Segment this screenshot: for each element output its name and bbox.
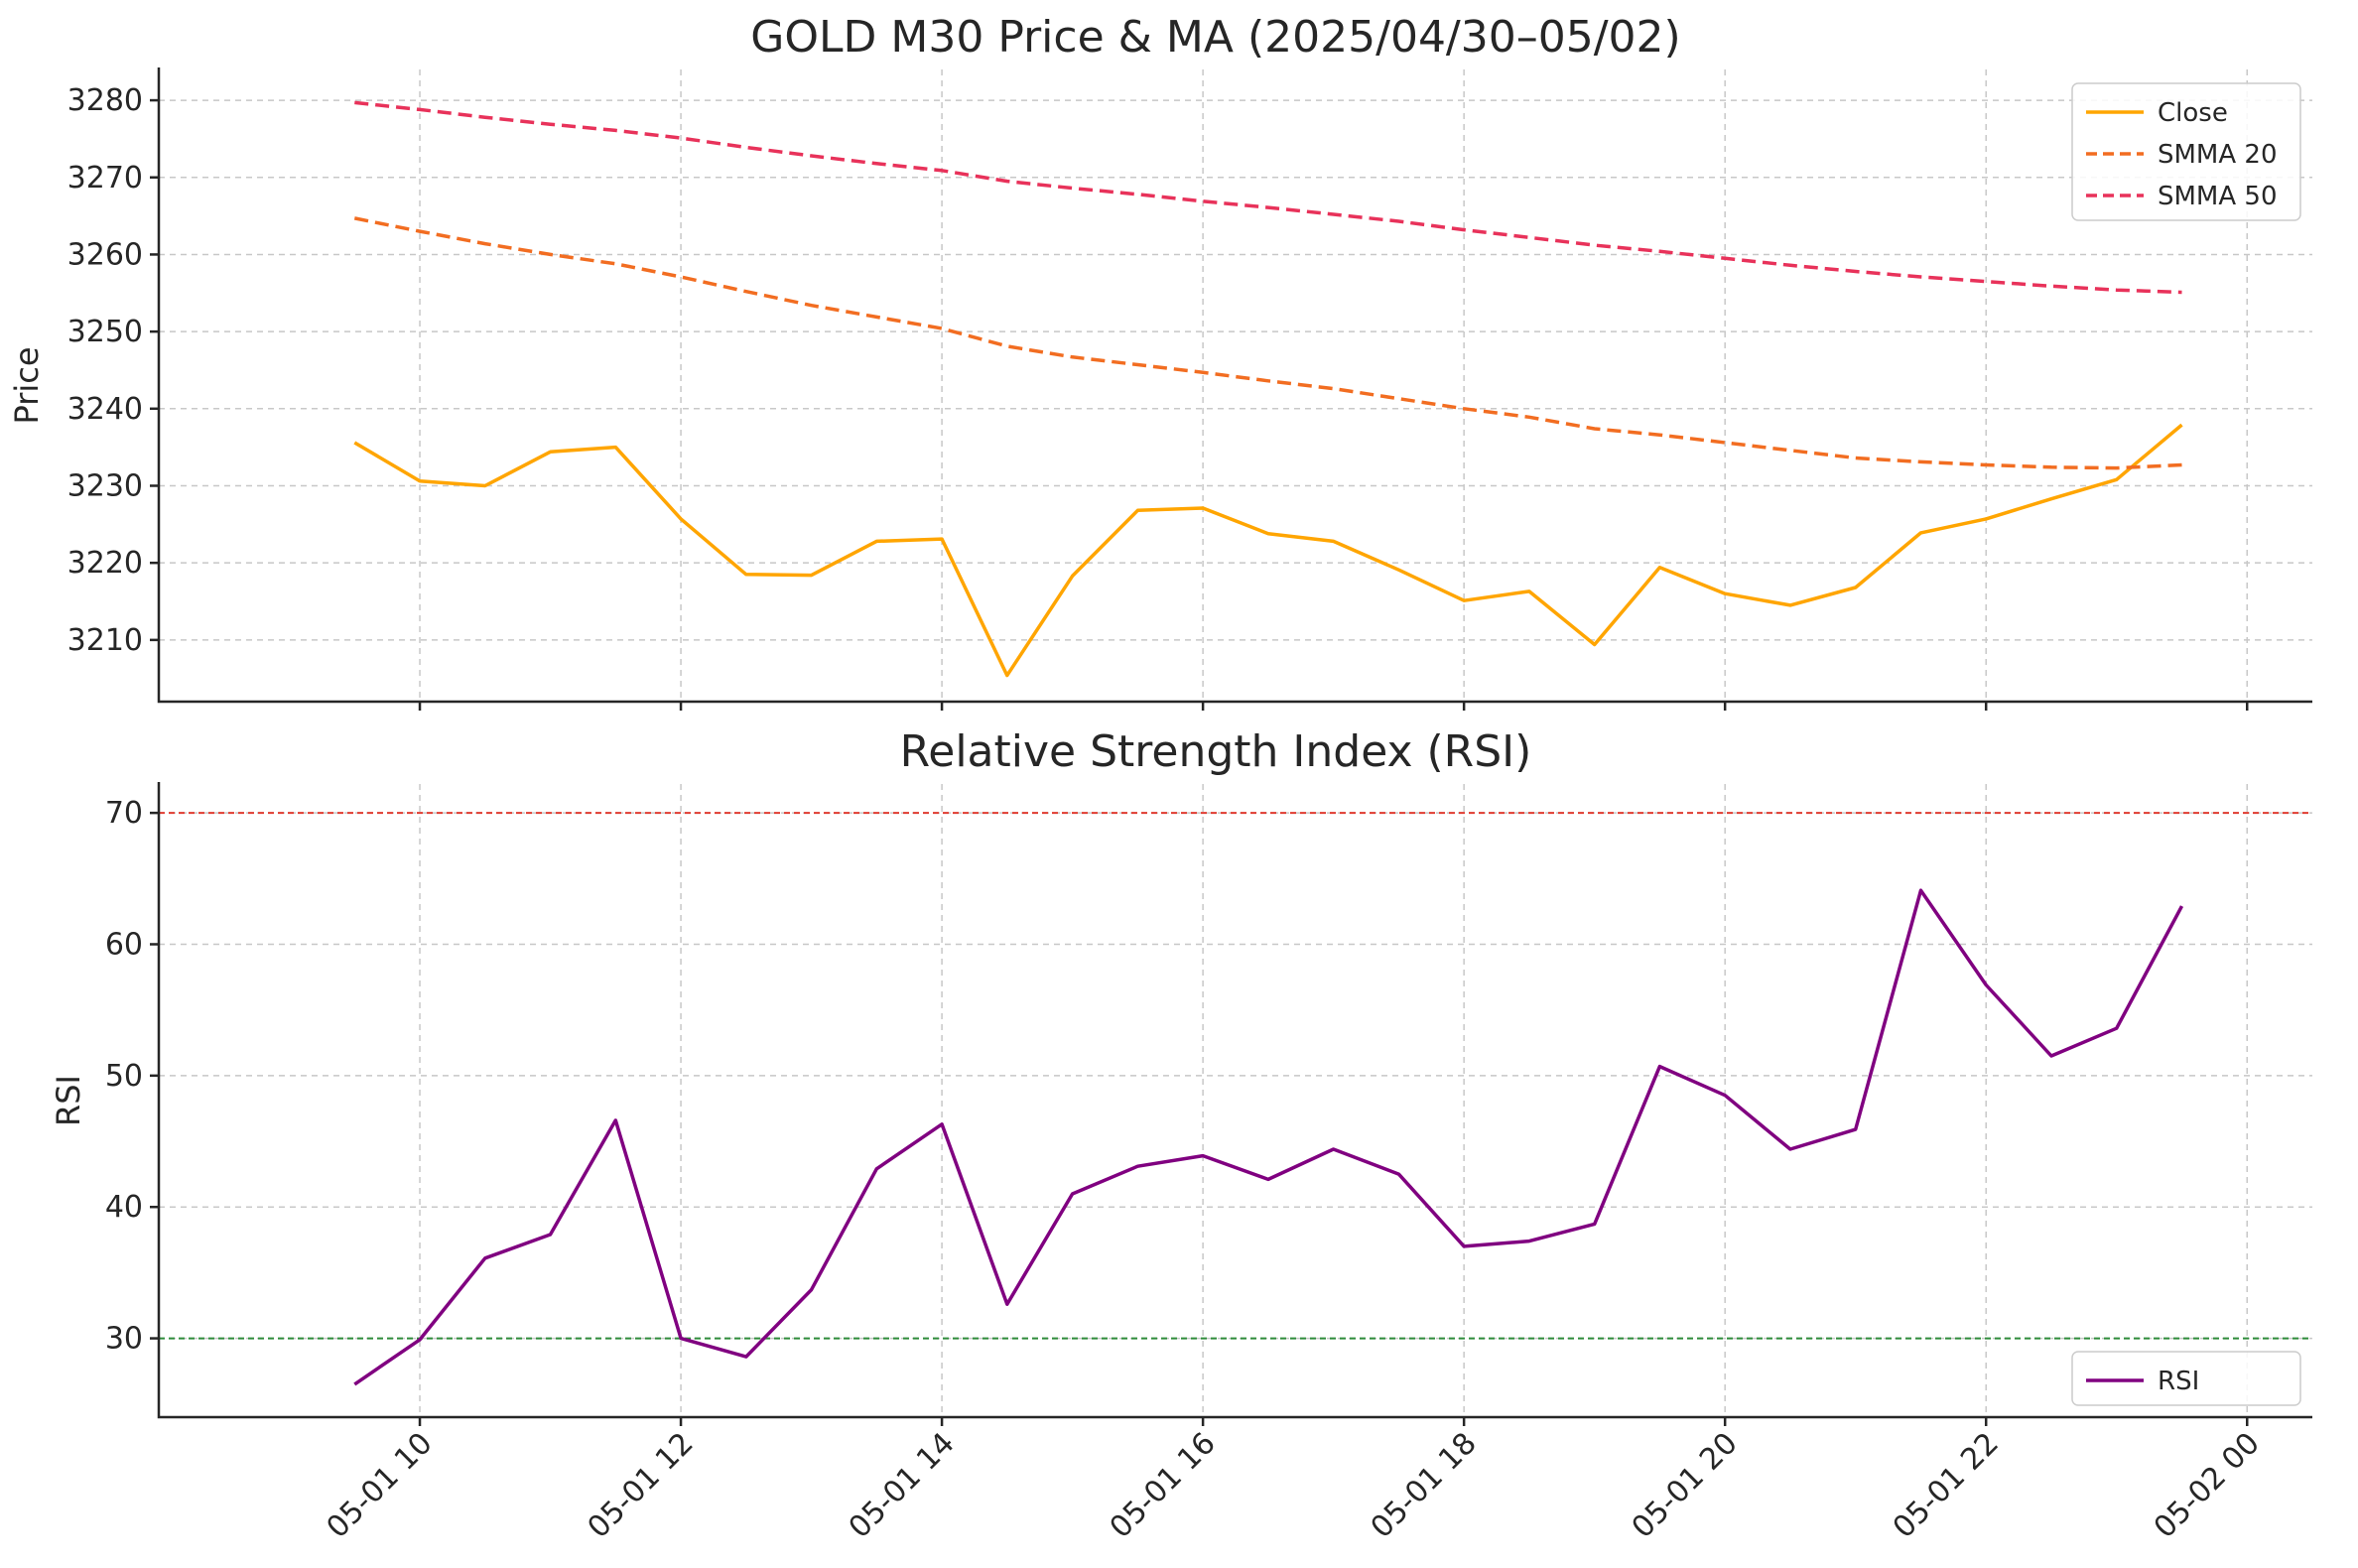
series-line-close	[353, 423, 2183, 678]
rsi-y-axis-label: RSI	[50, 1075, 87, 1126]
y-tick-label: 3250	[67, 315, 143, 349]
price-y-axis-label: Price	[8, 346, 46, 424]
y-tick-label: 60	[105, 927, 143, 962]
x-tick-label: 05-01 14	[843, 1426, 962, 1545]
legend-label: SMMA 50	[2158, 182, 2278, 211]
legend-box	[2071, 82, 2301, 221]
x-tick-label: 05-02 00	[2148, 1426, 2267, 1545]
price-grid	[159, 69, 2312, 702]
y-tick-label: 3220	[67, 546, 143, 581]
x-tick-label: 05-01 20	[1626, 1426, 1745, 1545]
y-tick-label: 3280	[67, 83, 143, 118]
legend-box	[2071, 1351, 2301, 1406]
legend-label: SMMA 20	[2158, 140, 2278, 170]
rsi-chart-title: Relative Strength Index (RSI)	[900, 726, 1532, 777]
price-legend: Close SMMA 20 SMMA 50	[2071, 82, 2301, 221]
rsi-series	[353, 888, 2184, 1386]
rsi-y-ticks: 30 40 50 60 70	[105, 796, 159, 1357]
price-series	[353, 100, 2183, 678]
series-line-rsi	[353, 888, 2184, 1386]
y-tick-label: 50	[105, 1059, 143, 1094]
rsi-reference-lines	[159, 812, 2312, 1340]
y-tick-label: 3230	[67, 468, 143, 503]
y-tick-label: 30	[105, 1322, 143, 1357]
y-tick-label: 3260	[67, 237, 143, 272]
price-x-ticks	[418, 702, 2249, 711]
price-chart-title: GOLD M30 Price & MA (2025/04/30–05/02)	[750, 12, 1680, 63]
series-line-smma-50	[354, 100, 2182, 295]
rsi-grid	[159, 784, 2312, 1417]
price-y-ticks: 3210 3220 3230 3240 3250 3260 3270 3280	[67, 83, 159, 658]
x-tick-label: 05-01 18	[1365, 1426, 1484, 1545]
y-tick-label: 40	[105, 1190, 143, 1225]
rsi-axes-frame	[157, 782, 2312, 1419]
x-tick-label: 05-01 10	[321, 1426, 440, 1545]
series-line-smma-20	[353, 216, 2182, 470]
y-tick-label: 3240	[67, 392, 143, 427]
price-panel: 3210 3220 3230 3240 3250 3260 3270 3280 GOLD M3…	[8, 12, 2312, 711]
x-tick-label: 05-01 22	[1887, 1426, 2006, 1545]
y-tick-label: 3210	[67, 623, 143, 658]
x-tick-label: 05-01 12	[582, 1426, 701, 1545]
rsi-x-ticks: 05-01 10 05-01 12 05-01 14 05-01 16 05-01 18…	[321, 1417, 2267, 1545]
y-tick-label: 70	[105, 796, 143, 831]
rsi-legend: RSI	[2071, 1351, 2301, 1406]
x-tick-label: 05-01 16	[1104, 1426, 1223, 1545]
price-axes-frame	[157, 67, 2312, 704]
legend-label: Close	[2158, 98, 2228, 128]
y-tick-label: 3270	[67, 161, 143, 196]
legend-label: RSI	[2158, 1367, 2199, 1396]
